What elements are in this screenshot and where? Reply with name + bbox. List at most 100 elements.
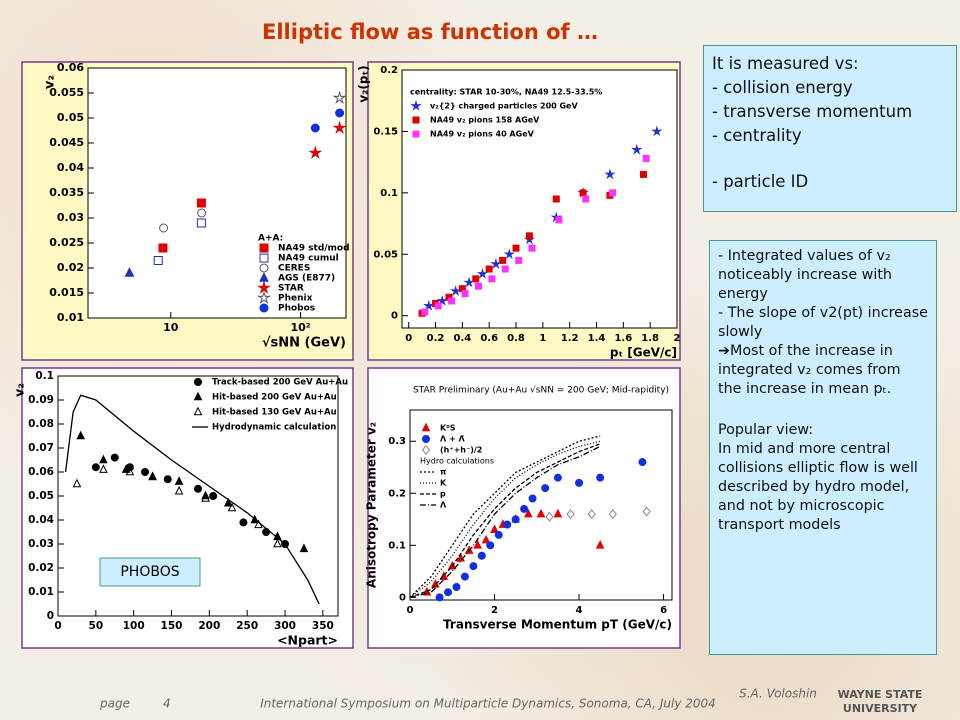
y-tick-label: 0.2 — [388, 488, 406, 499]
y-tick-label: 0.03 — [28, 538, 54, 550]
marker — [99, 464, 108, 473]
marker — [525, 232, 533, 240]
marker — [503, 520, 512, 529]
marker — [473, 540, 482, 549]
marker — [148, 471, 157, 481]
marker — [553, 508, 563, 518]
marker — [545, 511, 554, 522]
y-tick-label: 0.035 — [49, 186, 84, 199]
page-number: 4 — [163, 697, 171, 711]
legend-swatch — [259, 243, 269, 253]
marker — [651, 125, 663, 137]
y-axis-label: Anisotropy Parameter v₂ — [365, 422, 379, 588]
legend-label: Λ — [440, 501, 447, 510]
note: - The slope of v2(pt) increase slowly — [718, 305, 928, 340]
legend-label: NA49 std/mod — [278, 244, 350, 254]
legend-label: v₂{2} charged particles 200 GeV — [430, 102, 578, 111]
marker — [448, 297, 456, 305]
marker — [141, 468, 150, 476]
marker — [488, 275, 496, 283]
marker — [553, 473, 562, 482]
legend-swatch — [256, 280, 272, 294]
logo-line: UNIVERSITY — [843, 702, 918, 715]
legend-label: STAR — [278, 284, 304, 294]
marker — [494, 530, 503, 539]
legend-swatch — [259, 303, 269, 313]
marker — [158, 243, 168, 253]
x-axis-label: <Npart> — [277, 633, 338, 648]
y-axis-label: v₂(pₜ) — [357, 65, 371, 102]
marker — [595, 540, 605, 549]
marker — [308, 145, 323, 159]
marker — [223, 497, 233, 507]
y-tick-label: 0 — [47, 610, 54, 622]
marker — [579, 189, 587, 197]
marker — [196, 218, 206, 228]
marker — [299, 543, 309, 553]
marker — [552, 195, 560, 203]
note: - Integrated values of v₂ noticeably inc… — [718, 248, 892, 302]
legend-swatch — [259, 253, 269, 263]
marker — [197, 208, 207, 218]
marker — [481, 534, 491, 544]
marker — [239, 518, 248, 527]
marker — [452, 582, 461, 591]
legend-label: K⁰S — [440, 424, 456, 433]
marker — [174, 485, 184, 495]
note: In mid and more central collisions ellip… — [718, 441, 918, 533]
marker — [469, 562, 478, 571]
marker — [520, 504, 529, 513]
x-tick-label: 1.8 — [641, 333, 659, 344]
legend-swatch — [193, 406, 203, 416]
curve — [64, 394, 320, 605]
marker — [604, 168, 616, 180]
legend-swatch — [421, 445, 431, 455]
marker — [124, 267, 135, 277]
x-tick-label: 2 — [491, 605, 498, 616]
x-tick-label: 0 — [54, 620, 61, 632]
legend-label: Phenix — [278, 294, 313, 304]
x-tick-label: 4 — [576, 605, 583, 616]
page-label: page — [99, 697, 130, 711]
marker — [421, 308, 429, 316]
legend-label: p — [440, 490, 446, 499]
y-tick-label: 0 — [391, 311, 398, 322]
box-line: - particle ID — [712, 172, 809, 191]
x-tick-label: 0 — [407, 605, 414, 616]
marker — [196, 198, 206, 208]
legend-label: Track-based 200 GeV Au+Au — [212, 378, 348, 388]
x-tick-label: 100 — [123, 620, 145, 632]
marker — [91, 463, 100, 472]
note: Popular view: — [718, 422, 814, 438]
marker — [463, 276, 475, 288]
marker — [490, 258, 502, 269]
legend-label: Λ + Λ̄ — [440, 435, 465, 444]
legend-swatch — [412, 130, 420, 138]
box-line: It is measured vs: — [712, 54, 859, 73]
marker — [515, 256, 523, 264]
marker — [99, 454, 108, 464]
y-tick-label: 0.08 — [28, 418, 54, 430]
marker — [209, 492, 218, 500]
curve — [409, 435, 601, 598]
marker — [72, 478, 82, 488]
legend-subtitle: Hydro calculations — [420, 457, 494, 466]
x-tick-label: 1 — [539, 333, 546, 344]
annotation: PHOBOS — [120, 564, 179, 580]
marker — [575, 478, 584, 487]
y-tick-label: 0.1 — [388, 540, 406, 551]
marker — [499, 256, 507, 264]
y-tick-label: 0.09 — [28, 394, 54, 406]
x-tick-label: 10 — [163, 321, 179, 334]
y-tick-label: 0.06 — [28, 466, 54, 478]
marker — [524, 508, 533, 518]
marker — [582, 195, 590, 203]
legend-swatch — [256, 290, 272, 304]
y-tick-label: 0.01 — [57, 311, 84, 324]
marker — [608, 509, 617, 520]
marker — [631, 143, 643, 155]
marker — [642, 506, 651, 517]
legend-label: Hit-based 130 GeV Au+Au — [212, 408, 337, 418]
x-tick-label: 2 — [674, 333, 681, 344]
